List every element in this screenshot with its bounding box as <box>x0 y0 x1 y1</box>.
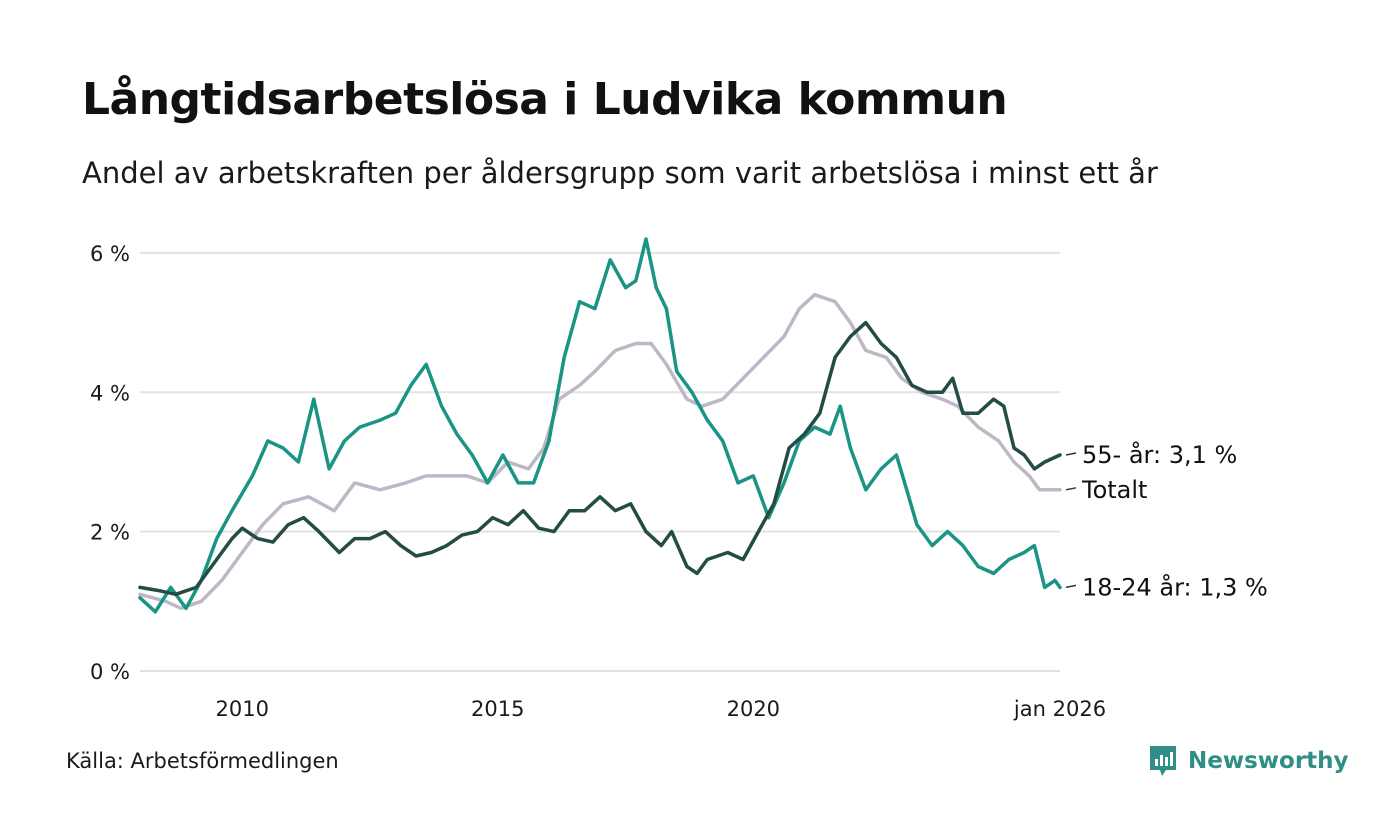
x-tick-label-2026: jan 2026 <box>1013 697 1106 721</box>
newsworthy-logo-icon <box>1150 746 1176 776</box>
y-tick-label-6: 6 % <box>90 242 130 266</box>
series-line-55-r <box>138 320 1062 597</box>
leader-line-totalt <box>1065 487 1077 491</box>
series-end-labels: Totalt 18-24 år: 1,3 % 55- år: 3,1 % <box>1065 440 1268 601</box>
leader-line-18-24-r <box>1065 584 1077 589</box>
leader-line-55-r <box>1065 452 1077 456</box>
grid-lines <box>140 251 1060 672</box>
source-note: Källa: Arbetsförmedlingen <box>66 749 339 773</box>
x-tick-label-2015: 2015 <box>471 697 524 721</box>
x-tick-label-2020: 2020 <box>727 697 780 721</box>
series-lines <box>138 237 1062 614</box>
y-tick-label-2: 2 % <box>90 521 130 545</box>
y-axis-tick-labels: 0 % 2 % 4 % 6 % <box>90 242 130 684</box>
end-label-55-r: 55- år: 3,1 % <box>1082 440 1237 469</box>
brand-name: Newsworthy <box>1188 748 1349 774</box>
series-line-totalt <box>138 292 1062 611</box>
y-tick-label-0: 0 % <box>90 660 130 684</box>
chart-subtitle: Andel av arbetskraften per åldersgrupp s… <box>82 156 1158 190</box>
x-tick-label-2010: 2010 <box>215 697 268 721</box>
chart-title: Långtidsarbetslösa i Ludvika kommun <box>82 74 1008 125</box>
brand-logo: Newsworthy <box>1148 744 1349 778</box>
series-line-18-24-r <box>138 237 1062 614</box>
end-label-totalt: Totalt <box>1081 476 1147 504</box>
x-axis-tick-labels: 2010 2015 2020 jan 2026 <box>215 697 1106 721</box>
y-tick-label-4: 4 % <box>90 381 130 405</box>
end-label-18-24-r: 18-24 år: 1,3 % <box>1082 572 1268 601</box>
